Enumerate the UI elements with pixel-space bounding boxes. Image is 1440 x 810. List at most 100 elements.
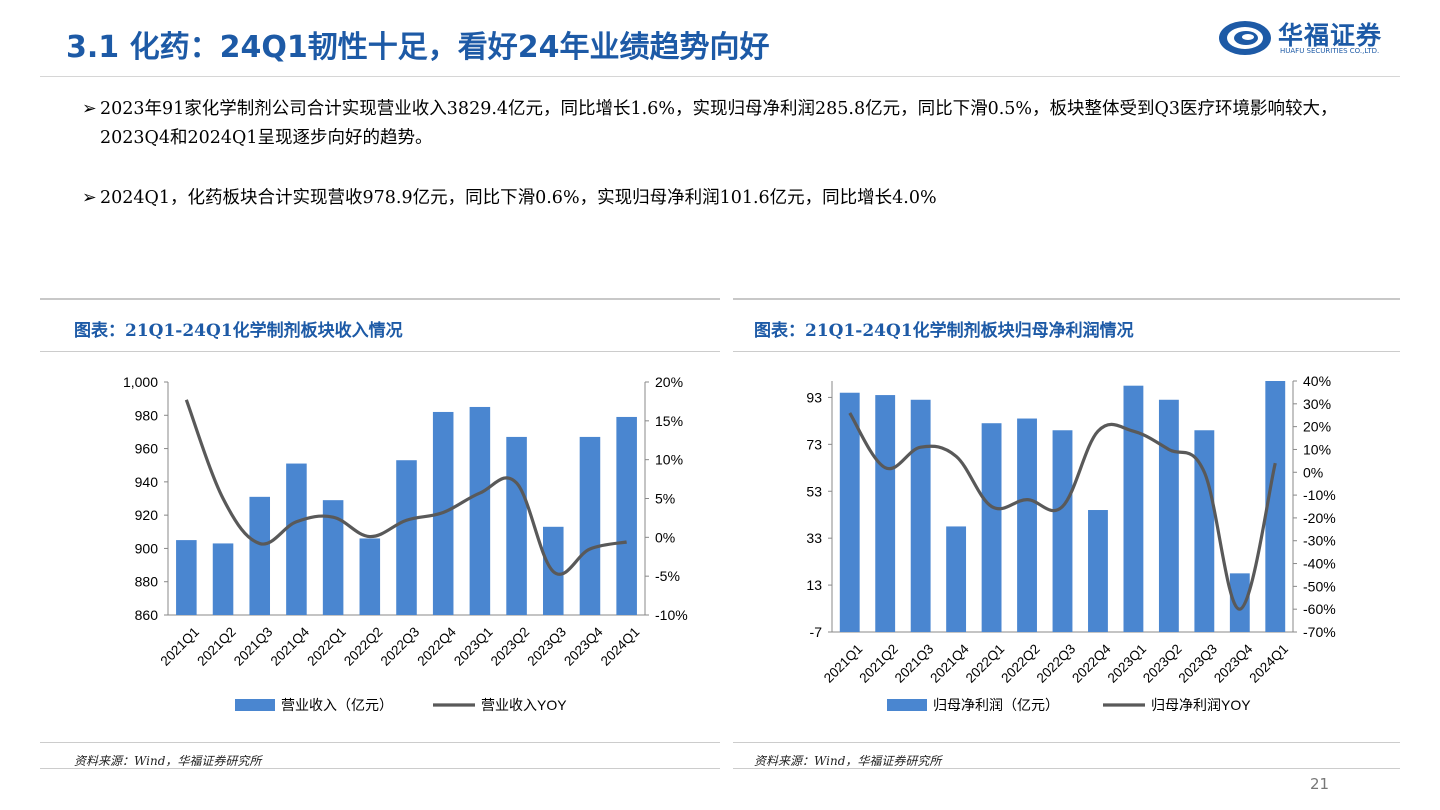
bar — [249, 496, 271, 615]
x-axis-category-label: 2024Q1 — [598, 624, 643, 669]
left-axis-tick-label: 33 — [806, 530, 822, 546]
x-axis-category-label: 2021Q3 — [231, 624, 276, 669]
right-axis-tick-label: 40% — [1303, 373, 1331, 389]
right-axis-tick-label: 5% — [655, 491, 675, 507]
right-axis-tick-label: -30% — [1303, 533, 1336, 549]
right-axis-tick-label: 10% — [655, 452, 683, 468]
x-axis-category-label: 2022Q2 — [998, 641, 1043, 686]
brand-logo: 华福证券 HUAFU SECURITIES CO.,LTD. — [1218, 18, 1398, 58]
right-axis-tick-label: -60% — [1303, 601, 1336, 617]
x-axis-category-label: 2021Q2 — [194, 624, 239, 669]
right-axis-tick-label: 10% — [1303, 441, 1331, 457]
x-axis-category-label: 2022Q1 — [963, 641, 1008, 686]
left-axis-tick-label: 940 — [135, 474, 159, 490]
x-axis-category-label: 2023Q3 — [524, 624, 569, 669]
right-axis-tick-label: -5% — [655, 568, 680, 584]
bar — [1123, 385, 1144, 632]
bar — [359, 538, 381, 615]
left-axis-tick-label: 980 — [135, 407, 159, 423]
bar — [1158, 399, 1179, 632]
bar — [946, 526, 967, 632]
x-axis-category-label: 2022Q3 — [1034, 641, 1079, 686]
right-axis-tick-label: 0% — [655, 529, 675, 545]
legend-line-label: 归母净利润YOY — [1151, 697, 1251, 713]
legend-bar-swatch — [235, 699, 275, 711]
bar — [839, 392, 860, 632]
profit-chart: -7 13 33 53 73 93 -70% -60% -50% -40% -30% -20% -10%… — [806, 373, 1336, 713]
title-divider — [40, 76, 1400, 77]
chart-title-revenue: 图表：21Q1-24Q1化学制剂板块收入情况 — [74, 321, 403, 341]
bullet-text: 2024Q1，化药板块合计实现营收978.9亿元，同比下滑0.6%，实现归母净利… — [100, 188, 937, 208]
panel-title-divider — [40, 351, 720, 352]
panel-bottom-divider — [733, 742, 1400, 743]
panel-bottom-rule — [733, 768, 1400, 769]
x-axis-category-label: 2022Q2 — [341, 624, 386, 669]
x-axis-category-label: 2023Q1 — [451, 624, 496, 669]
bar — [1229, 573, 1250, 632]
left-axis-tick-label: 1,000 — [123, 374, 158, 390]
x-axis-category-label: 2024Q1 — [1246, 641, 1291, 686]
bullet-text: 2023年91家化学制剂公司合计实现营业收入3829.4亿元，同比增长1.6%，… — [100, 99, 1338, 148]
right-axis-tick-label: -20% — [1303, 510, 1336, 526]
left-axis-tick-label: 920 — [135, 507, 159, 523]
yoy-line — [184, 399, 627, 576]
x-axis-category-label: 2022Q1 — [304, 624, 349, 669]
bar — [981, 423, 1002, 632]
huafu-logo-icon — [1219, 21, 1271, 55]
bar — [616, 416, 637, 615]
x-axis-category-label: 2021Q1 — [821, 641, 866, 686]
x-axis-category-label: 2022Q4 — [414, 624, 459, 669]
right-axis-tick-label: -40% — [1303, 556, 1336, 572]
bar — [1194, 430, 1215, 632]
bar — [875, 395, 896, 632]
x-axis-category-label: 2022Q3 — [378, 624, 423, 669]
x-axis-category-label: 2021Q4 — [268, 624, 313, 669]
bullet-arrow-icon: ➢ — [82, 99, 97, 119]
panel-top-rule — [733, 298, 1400, 300]
left-axis-tick-label: 960 — [135, 441, 159, 457]
x-axis-category-label: 2021Q1 — [158, 624, 203, 669]
left-axis-tick-label: 93 — [806, 389, 822, 405]
page-number: 21 — [1310, 775, 1330, 793]
right-axis-tick-label: 15% — [655, 413, 683, 429]
x-axis-category-label: 2023Q2 — [488, 624, 533, 669]
left-axis-tick-label: 880 — [135, 574, 159, 590]
bar — [176, 540, 197, 615]
left-axis-tick-label: -7 — [810, 624, 823, 640]
left-axis-tick-label: 53 — [806, 483, 822, 499]
legend-bar-label: 营业收入（亿元） — [281, 697, 393, 713]
bar — [506, 436, 527, 615]
logo-english-text: HUAFU SECURITIES CO.,LTD. — [1280, 47, 1380, 55]
panel-bottom-divider — [40, 742, 720, 743]
bar — [910, 399, 931, 632]
right-axis-tick-label: 20% — [655, 374, 683, 390]
x-axis-category-label: 2023Q3 — [1176, 641, 1221, 686]
legend-bar-swatch — [887, 699, 927, 711]
left-axis-tick-label: 860 — [135, 607, 159, 623]
x-axis-category-label: 2021Q3 — [892, 641, 937, 686]
right-axis-tick-label: 20% — [1303, 419, 1331, 435]
right-axis-tick-label: 0% — [1303, 464, 1323, 480]
bullet-arrow-icon: ➢ — [82, 188, 97, 208]
right-axis-tick-label: -50% — [1303, 578, 1336, 594]
bar — [396, 460, 417, 615]
left-axis-tick-label: 900 — [135, 540, 159, 556]
left-axis-tick-label: 73 — [806, 436, 822, 452]
right-axis-tick-label: -10% — [655, 607, 688, 623]
panel-bottom-rule — [40, 768, 720, 769]
panel-title-divider — [733, 351, 1400, 352]
source-note: 资料来源：Wind，华福证券研究所 — [74, 754, 262, 768]
chart-title-profit: 图表：21Q1-24Q1化学制剂板块归母净利润情况 — [754, 321, 1134, 341]
bar — [1088, 510, 1108, 632]
bar — [286, 463, 307, 615]
x-axis-category-label: 2023Q1 — [1105, 641, 1150, 686]
bar — [469, 406, 491, 615]
yoy-line — [848, 412, 1277, 611]
bar — [1017, 418, 1037, 632]
x-axis-category-label: 2023Q2 — [1140, 641, 1185, 686]
bar — [1052, 430, 1073, 632]
left-axis-tick-label: 13 — [806, 577, 822, 593]
panel-top-rule — [40, 298, 720, 300]
legend-bar-label: 归母净利润（亿元） — [933, 697, 1059, 713]
legend-line-label: 营业收入YOY — [481, 697, 567, 713]
